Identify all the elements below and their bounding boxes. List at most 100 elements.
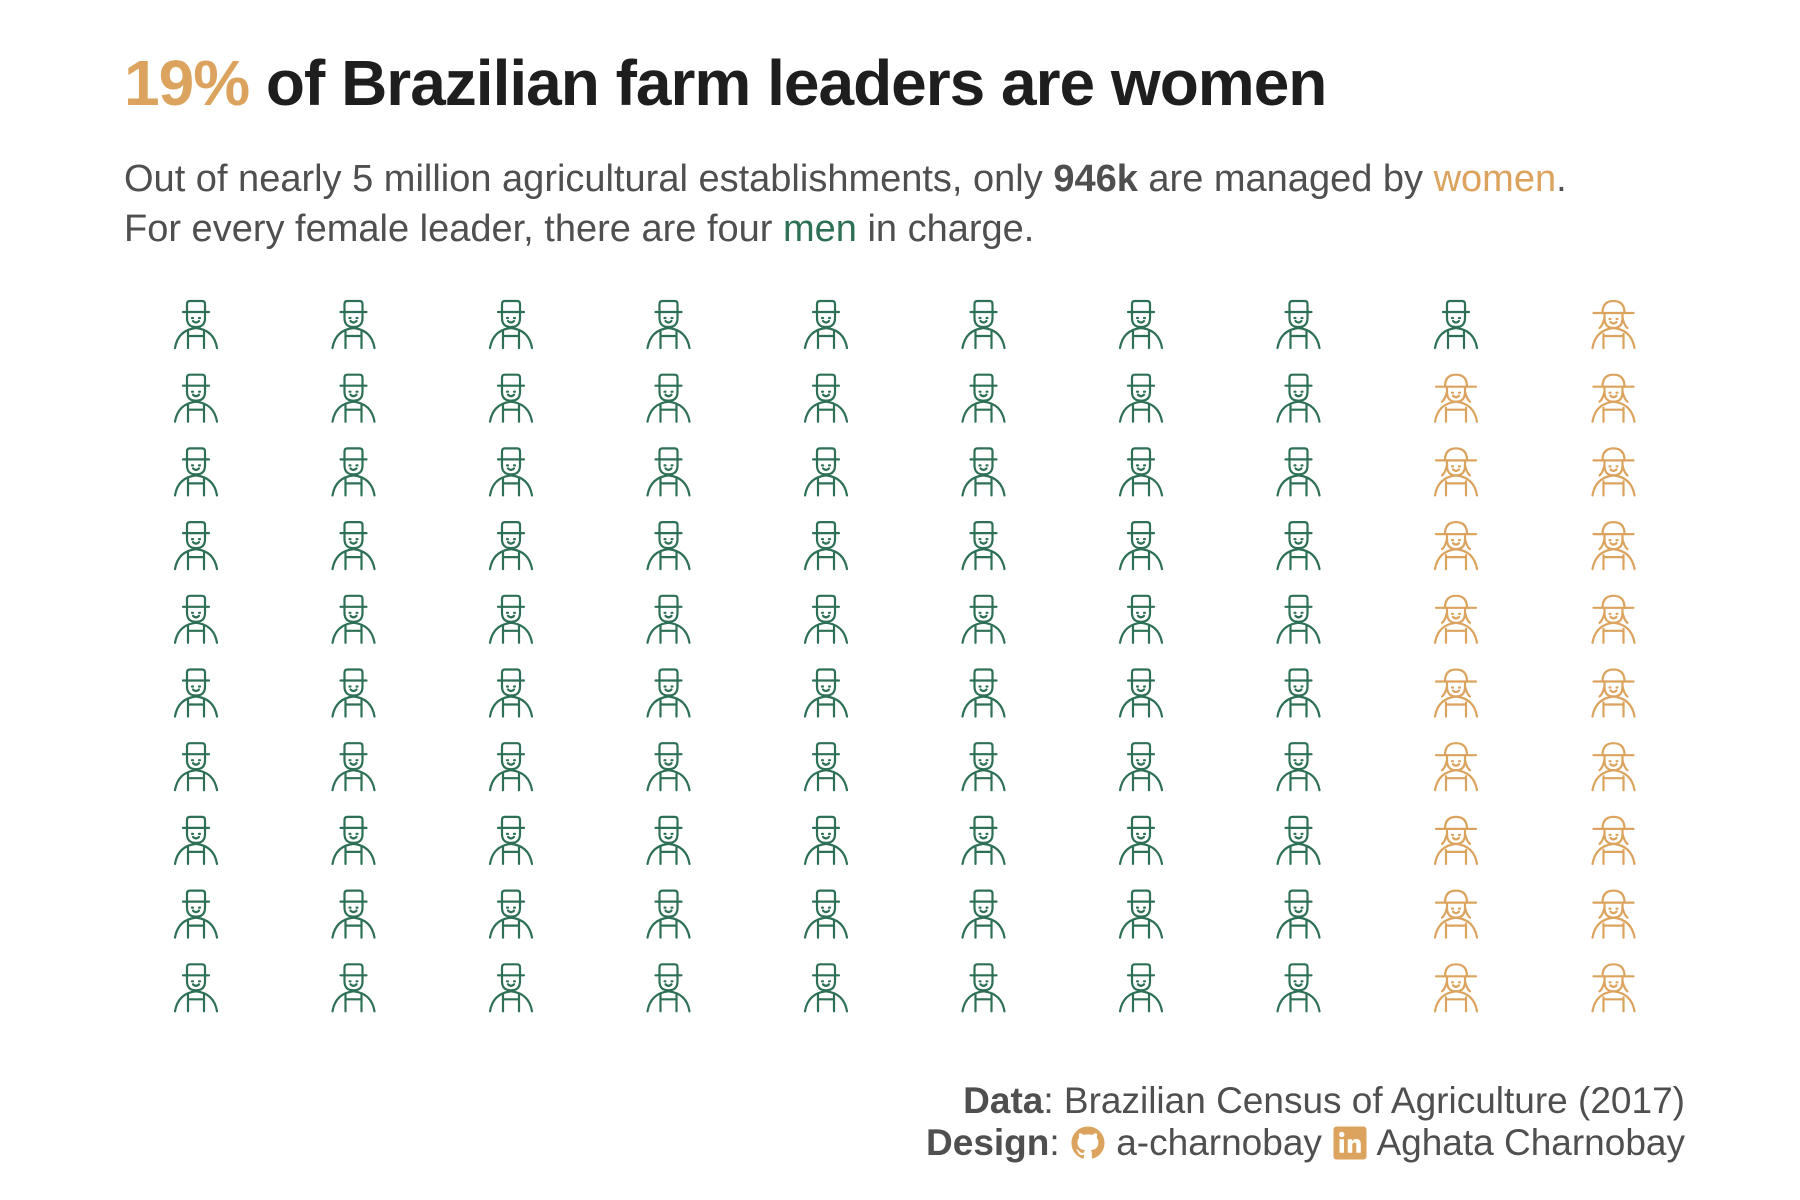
male-farmer-icon — [803, 963, 849, 1013]
male-farmer-icon — [803, 299, 849, 350]
male-farmer-icon — [331, 815, 376, 866]
male-farmer-icon — [803, 668, 849, 718]
male-farmer-icon — [488, 447, 534, 497]
female-farmer-icon — [1433, 668, 1479, 718]
subtitle-text: Out of nearly 5 million agricultural est… — [124, 158, 1054, 200]
footer-data-source: Data: Brazilian Census of Agriculture (2… — [963, 1080, 1685, 1122]
male-farmer-icon — [803, 447, 849, 497]
footer-data-label: Data — [963, 1080, 1044, 1121]
linkedin-link[interactable]: Aghata Charnobay — [1376, 1122, 1685, 1163]
male-farmer-icon — [961, 520, 1006, 571]
female-farmer-icon — [1433, 963, 1479, 1013]
male-farmer-icon — [646, 373, 691, 423]
male-farmer-icon — [173, 520, 219, 571]
footer-design-label: Design — [926, 1122, 1050, 1163]
linkedin-icon — [1333, 1126, 1367, 1160]
title-rest: of Brazilian farm leaders are women — [249, 47, 1328, 119]
subtitle-line-1: Out of nearly 5 million agricultural est… — [124, 158, 1567, 201]
subtitle-text: . — [1556, 158, 1567, 200]
male-farmer-icon — [961, 742, 1006, 792]
male-farmer-icon — [646, 963, 691, 1013]
male-farmer-icon — [488, 520, 534, 571]
subtitle-text: For every female leader, there are four — [124, 208, 783, 250]
male-farmer-icon — [488, 963, 534, 1013]
github-link[interactable]: a-charnobay — [1116, 1122, 1322, 1163]
male-farmer-icon — [331, 299, 376, 350]
female-farmer-icon — [1591, 594, 1636, 644]
male-farmer-icon — [1118, 889, 1164, 939]
female-farmer-icon — [1591, 668, 1636, 718]
male-farmer-icon — [961, 963, 1006, 1013]
male-farmer-icon — [803, 889, 849, 939]
subtitle-women: women — [1433, 158, 1557, 200]
male-farmer-icon — [646, 668, 691, 718]
female-farmer-icon — [1433, 373, 1479, 423]
male-farmer-icon — [646, 594, 691, 644]
male-farmer-icon — [1433, 299, 1479, 350]
male-farmer-icon — [331, 963, 376, 1013]
male-farmer-icon — [803, 815, 849, 866]
footer-design: Design: a-charnobay Aghata Charnobay — [926, 1122, 1685, 1164]
female-farmer-icon — [1591, 373, 1636, 423]
female-farmer-icon — [1433, 594, 1479, 644]
male-farmer-icon — [173, 963, 219, 1013]
male-farmer-icon — [961, 299, 1006, 350]
male-farmer-icon — [1276, 668, 1321, 718]
male-farmer-icon — [1276, 594, 1321, 644]
male-farmer-icon — [173, 889, 219, 939]
male-farmer-icon — [488, 815, 534, 866]
male-farmer-icon — [488, 889, 534, 939]
male-farmer-icon — [961, 373, 1006, 423]
male-farmer-icon — [961, 447, 1006, 497]
male-farmer-icon — [173, 815, 219, 866]
female-farmer-icon — [1433, 742, 1479, 792]
male-farmer-icon — [1118, 520, 1164, 571]
male-farmer-icon — [173, 299, 219, 350]
male-farmer-icon — [961, 668, 1006, 718]
footer-colon: : — [1049, 1122, 1070, 1163]
male-farmer-icon — [173, 742, 219, 792]
male-farmer-icon — [488, 742, 534, 792]
male-farmer-icon — [173, 373, 219, 423]
male-farmer-icon — [1118, 447, 1164, 497]
male-farmer-icon — [331, 668, 376, 718]
male-farmer-icon — [646, 742, 691, 792]
male-farmer-icon — [331, 594, 376, 644]
female-farmer-icon — [1433, 889, 1479, 939]
female-farmer-icon — [1433, 815, 1479, 866]
male-farmer-icon — [803, 594, 849, 644]
male-farmer-icon — [1118, 963, 1164, 1013]
male-farmer-icon — [1276, 889, 1321, 939]
male-farmer-icon — [646, 520, 691, 571]
male-farmer-icon — [173, 447, 219, 497]
male-farmer-icon — [488, 299, 534, 350]
female-farmer-icon — [1591, 299, 1636, 350]
male-farmer-icon — [173, 594, 219, 644]
male-farmer-icon — [1118, 742, 1164, 792]
male-farmer-icon — [1118, 373, 1164, 423]
male-farmer-icon — [1276, 742, 1321, 792]
female-farmer-icon — [1591, 815, 1636, 866]
male-farmer-icon — [488, 373, 534, 423]
male-farmer-icon — [646, 815, 691, 866]
male-farmer-icon — [331, 520, 376, 571]
subtitle-text: in charge. — [856, 208, 1035, 250]
male-farmer-icon — [1118, 668, 1164, 718]
male-farmer-icon — [331, 889, 376, 939]
male-farmer-icon — [1276, 963, 1321, 1013]
male-farmer-icon — [173, 668, 219, 718]
male-farmer-icon — [1118, 299, 1164, 350]
male-farmer-icon — [646, 447, 691, 497]
title-highlight: 19% — [124, 47, 250, 119]
male-farmer-icon — [803, 520, 849, 571]
subtitle-line-2: For every female leader, there are four … — [124, 208, 1034, 251]
github-icon — [1071, 1126, 1105, 1159]
male-farmer-icon — [1118, 594, 1164, 644]
female-farmer-icon — [1433, 447, 1479, 497]
male-farmer-icon — [331, 742, 376, 792]
male-farmer-icon — [803, 742, 849, 792]
male-farmer-icon — [1276, 447, 1321, 497]
male-farmer-icon — [961, 594, 1006, 644]
male-farmer-icon — [331, 373, 376, 423]
